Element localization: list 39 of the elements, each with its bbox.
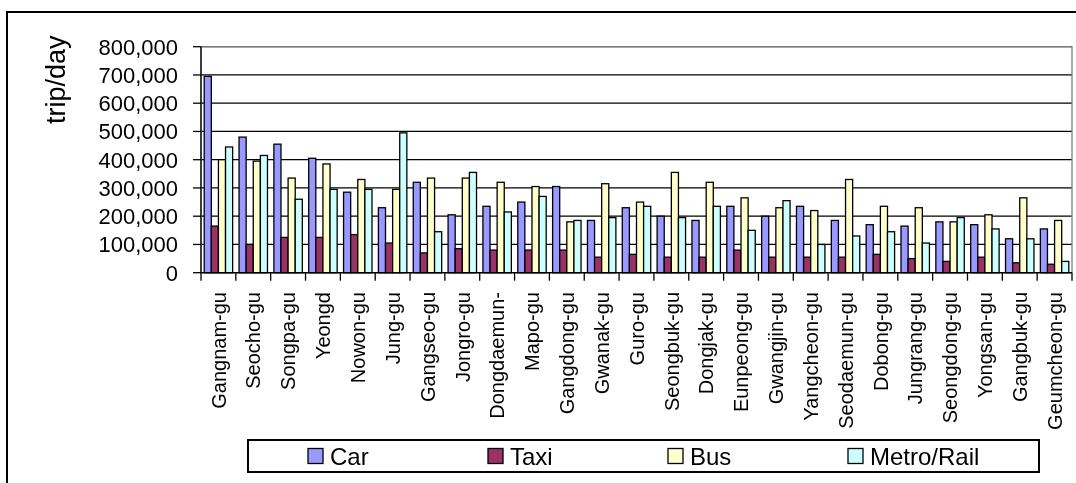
x-tick-label: Gangseo-gu [416,292,439,403]
x-tick-label: Yangcheon-gu [799,292,822,421]
x-tick-label: Gangdong-gu [556,292,579,415]
x-tick-label: Dobong-gu [869,292,892,391]
x-tick-label: Gangbuk-gu [1008,292,1031,403]
x-tick-label: Dongdaemun- [486,292,509,419]
x-tick-label: Guro-gu [625,292,648,366]
y-tick-label: 300,000 [98,175,178,201]
x-tick-label: Dongjak-gu [695,292,718,395]
x-tick-label: Yongsan-gu [974,292,997,399]
x-tick-label: Songpa-gu [277,292,300,390]
x-tick-label: Nowon-gu [346,292,369,384]
y-axis-title: trip/day [40,34,71,124]
x-tick-label: Gwanak-gu [590,292,613,395]
x-tick-label: Geumcheon-gu [1043,292,1066,430]
x-tick-label: Jungrang-gu [904,292,927,405]
y-tick-label: 0 [165,260,178,286]
x-tick-label: Yeongd [312,292,335,360]
x-tick-label: Eunpeong-gu [730,292,753,413]
x-tick-label: Seongdong-gu [939,292,962,424]
x-tick-label: Gwangjin-gu [765,292,788,405]
x-tick-label: Jongro-gu [451,292,474,383]
x-tick-label: Jung-gu [381,292,404,365]
y-tick-label: 500,000 [98,119,178,145]
x-tick-label: Gangnam-gu [207,292,230,409]
x-tick-label: Seodaemun-gu [834,292,857,429]
legend-label: Taxi [510,442,553,470]
x-tick-label: Seongbuk-gu [660,292,683,411]
y-tick-label: 200,000 [98,204,178,230]
legend-label: Metro/Rail [870,442,980,470]
y-tick-label: 400,000 [98,147,178,173]
y-tick-label: 800,000 [98,34,178,60]
y-tick-label: 100,000 [98,232,178,258]
legend-label: Car [330,442,369,470]
x-tick-label: Mapo-gu [521,292,544,371]
x-tick-label: Seocho-gu [242,292,265,389]
legend-label: Bus [690,442,732,470]
y-tick-label: 700,000 [98,62,178,88]
y-tick-label: 600,000 [98,91,178,117]
